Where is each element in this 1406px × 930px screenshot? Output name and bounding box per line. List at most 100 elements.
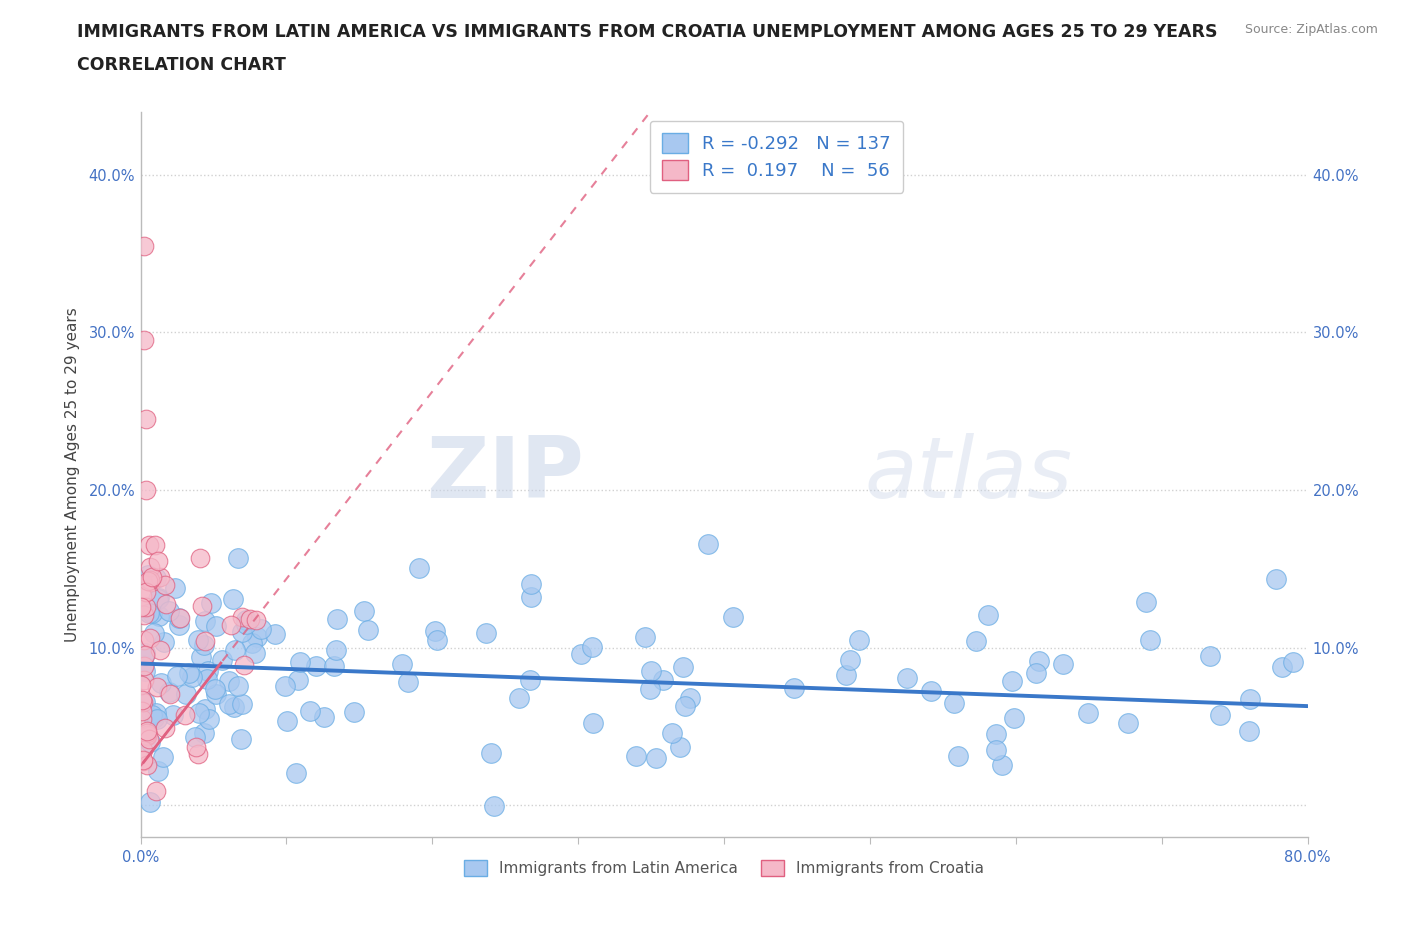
- Point: [581, 639, 603, 654]
- Point: [136, 728, 159, 743]
- Point: [136, 568, 159, 583]
- Point: [222, 591, 245, 606]
- Point: [1264, 572, 1286, 587]
- Point: [142, 711, 165, 725]
- Y-axis label: Unemployment Among Ages 25 to 29 years: Unemployment Among Ages 25 to 29 years: [65, 307, 80, 642]
- Point: [134, 648, 156, 663]
- Point: [141, 569, 163, 584]
- Point: [155, 597, 177, 612]
- Point: [143, 538, 166, 552]
- Point: [131, 711, 153, 726]
- Point: [134, 645, 156, 660]
- Point: [132, 743, 155, 758]
- Point: [174, 687, 197, 702]
- Point: [835, 668, 858, 683]
- Point: [135, 412, 157, 427]
- Point: [519, 673, 541, 688]
- Point: [146, 680, 169, 695]
- Point: [582, 716, 605, 731]
- Point: [325, 611, 347, 626]
- Point: [946, 749, 969, 764]
- Point: [205, 686, 228, 701]
- Point: [152, 750, 174, 764]
- Point: [183, 729, 205, 744]
- Point: [150, 676, 173, 691]
- Point: [157, 684, 180, 699]
- Point: [243, 645, 266, 660]
- Point: [153, 721, 176, 736]
- Point: [134, 600, 156, 615]
- Point: [721, 609, 744, 624]
- Point: [218, 673, 240, 688]
- Point: [194, 633, 217, 648]
- Point: [661, 725, 683, 740]
- Point: [132, 754, 155, 769]
- Point: [651, 672, 673, 687]
- Point: [166, 669, 188, 684]
- Point: [1271, 660, 1294, 675]
- Point: [991, 758, 1014, 773]
- Point: [148, 590, 170, 604]
- Point: [131, 588, 153, 603]
- Point: [169, 618, 191, 632]
- Point: [138, 732, 160, 747]
- Point: [235, 617, 257, 631]
- Point: [226, 551, 249, 565]
- Point: [197, 663, 219, 678]
- Point: [157, 604, 180, 618]
- Point: [146, 711, 169, 726]
- Point: [194, 701, 217, 716]
- Point: [187, 747, 209, 762]
- Point: [145, 570, 167, 585]
- Point: [135, 724, 157, 738]
- Point: [193, 725, 215, 740]
- Point: [1001, 673, 1024, 688]
- Point: [696, 537, 718, 551]
- Point: [132, 752, 155, 767]
- Point: [131, 704, 153, 719]
- Point: [242, 635, 264, 650]
- Point: [204, 618, 226, 633]
- Point: [229, 732, 252, 747]
- Point: [224, 643, 246, 658]
- Point: [1052, 657, 1074, 671]
- Point: [1139, 632, 1161, 647]
- Point: [200, 595, 222, 610]
- Point: [305, 658, 328, 673]
- Point: [645, 751, 668, 765]
- Point: [668, 740, 690, 755]
- Point: [484, 799, 506, 814]
- Point: [838, 653, 860, 668]
- Point: [1025, 666, 1047, 681]
- Point: [132, 695, 155, 710]
- Point: [139, 631, 162, 645]
- Point: [1002, 711, 1025, 725]
- Point: [678, 691, 700, 706]
- Point: [314, 710, 336, 724]
- Point: [984, 726, 1007, 741]
- Point: [132, 238, 155, 253]
- Point: [672, 659, 695, 674]
- Point: [186, 632, 208, 647]
- Point: [159, 687, 181, 702]
- Point: [145, 706, 167, 721]
- Point: [136, 573, 159, 588]
- Point: [426, 632, 449, 647]
- Point: [134, 695, 156, 710]
- Point: [146, 553, 169, 568]
- Point: [848, 632, 870, 647]
- Point: [986, 742, 1008, 757]
- Point: [224, 699, 246, 714]
- Point: [135, 483, 157, 498]
- Point: [131, 600, 153, 615]
- Point: [276, 713, 298, 728]
- Point: [896, 671, 918, 685]
- Point: [148, 608, 170, 623]
- Point: [226, 678, 249, 693]
- Point: [135, 584, 157, 599]
- Point: [134, 632, 156, 647]
- Point: [235, 613, 257, 628]
- Point: [195, 671, 218, 686]
- Point: [1116, 716, 1139, 731]
- Point: [131, 692, 153, 707]
